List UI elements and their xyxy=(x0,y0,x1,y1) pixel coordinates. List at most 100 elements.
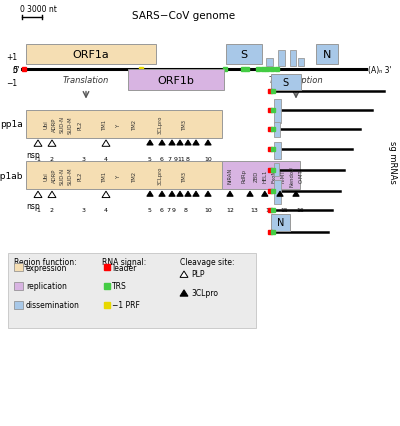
Polygon shape xyxy=(102,141,110,147)
Text: (A)ₙ 3': (A)ₙ 3' xyxy=(368,66,392,75)
Polygon shape xyxy=(34,192,42,198)
Text: 2: 2 xyxy=(50,207,54,213)
Text: TM2: TM2 xyxy=(132,119,136,130)
Text: TRS: TRS xyxy=(112,282,127,291)
Polygon shape xyxy=(193,141,199,146)
Text: nsp: nsp xyxy=(26,150,40,159)
Polygon shape xyxy=(180,271,188,278)
Polygon shape xyxy=(193,192,199,197)
Bar xyxy=(14,301,23,309)
Polygon shape xyxy=(262,192,268,197)
Text: 13: 13 xyxy=(250,207,258,213)
Bar xyxy=(274,181,281,204)
Polygon shape xyxy=(48,192,56,198)
Text: 5: 5 xyxy=(148,207,152,213)
Polygon shape xyxy=(147,141,153,146)
Text: dissemination: dissemination xyxy=(26,300,80,310)
Text: Y: Y xyxy=(116,174,120,177)
Text: 10: 10 xyxy=(204,207,212,213)
Text: N: N xyxy=(323,50,331,60)
Text: −1 PRF: −1 PRF xyxy=(112,300,140,310)
Text: pp1ab: pp1ab xyxy=(0,171,23,180)
Polygon shape xyxy=(205,192,211,197)
Text: 1: 1 xyxy=(36,156,40,161)
Polygon shape xyxy=(180,290,188,296)
Polygon shape xyxy=(169,141,175,146)
Text: S: S xyxy=(283,78,289,88)
Text: 3CLpro: 3CLpro xyxy=(191,288,218,298)
Text: N-MT: N-MT xyxy=(280,169,285,182)
Text: TM3: TM3 xyxy=(182,170,186,181)
Text: 2: 2 xyxy=(50,156,54,161)
Bar xyxy=(290,51,296,67)
Text: leader: leader xyxy=(112,263,137,272)
Bar xyxy=(26,162,222,190)
Text: Y: Y xyxy=(116,123,120,126)
Polygon shape xyxy=(147,192,153,197)
Text: 8: 8 xyxy=(183,207,187,213)
Polygon shape xyxy=(185,141,191,146)
Text: 11: 11 xyxy=(177,156,185,161)
Text: 3CLpro: 3CLpro xyxy=(158,167,162,185)
Polygon shape xyxy=(102,192,110,198)
Text: 10: 10 xyxy=(204,156,212,161)
Text: SUD-M: SUD-M xyxy=(68,167,72,184)
Text: 5': 5' xyxy=(13,66,21,75)
Text: pp1a: pp1a xyxy=(0,120,23,129)
Text: 15: 15 xyxy=(280,207,288,213)
Bar xyxy=(26,111,222,138)
Bar xyxy=(14,282,23,290)
Text: TM2: TM2 xyxy=(132,170,136,181)
Bar xyxy=(14,264,23,271)
Text: expression: expression xyxy=(26,263,67,272)
Bar xyxy=(226,45,262,65)
Text: 5: 5 xyxy=(148,156,152,161)
Bar xyxy=(266,59,273,67)
Text: Ubl: Ubl xyxy=(44,120,48,129)
Text: HEL1: HEL1 xyxy=(262,169,267,182)
Text: replication: replication xyxy=(26,282,67,291)
Text: O-MT: O-MT xyxy=(298,169,303,183)
Polygon shape xyxy=(159,192,165,197)
Polygon shape xyxy=(227,192,233,197)
Bar xyxy=(274,100,281,124)
Text: 12: 12 xyxy=(226,207,234,213)
Text: 14: 14 xyxy=(265,207,273,213)
Text: RNA signal:: RNA signal: xyxy=(102,258,146,267)
Text: −1: −1 xyxy=(6,78,18,88)
Text: 7: 7 xyxy=(168,156,172,161)
Polygon shape xyxy=(247,192,253,197)
Text: 3CLpro: 3CLpro xyxy=(158,115,162,134)
Text: 3: 3 xyxy=(82,156,86,161)
Text: 4: 4 xyxy=(104,207,108,213)
Text: ADRP: ADRP xyxy=(52,169,56,183)
Polygon shape xyxy=(177,141,183,146)
Text: ExoN: ExoN xyxy=(272,169,276,182)
Bar xyxy=(278,51,285,67)
Bar xyxy=(274,142,281,159)
Text: 16: 16 xyxy=(296,207,304,213)
Text: 9: 9 xyxy=(173,156,177,161)
Text: TM1: TM1 xyxy=(102,170,106,181)
Text: 1: 1 xyxy=(36,207,40,213)
Text: SUD-N: SUD-N xyxy=(60,167,64,184)
Text: sg mRNAs: sg mRNAs xyxy=(388,141,396,183)
Text: S: S xyxy=(240,50,248,60)
Polygon shape xyxy=(169,192,175,197)
Text: 9: 9 xyxy=(172,207,176,213)
Bar xyxy=(271,75,301,91)
Bar xyxy=(26,45,156,65)
Polygon shape xyxy=(159,141,165,146)
Bar xyxy=(274,123,280,138)
Text: SUD-M: SUD-M xyxy=(68,116,72,133)
Text: PL2: PL2 xyxy=(78,171,82,180)
Text: 3000 nt: 3000 nt xyxy=(27,5,57,14)
Bar xyxy=(298,59,304,67)
Text: Region function:: Region function: xyxy=(14,258,77,267)
Text: 7: 7 xyxy=(166,207,170,213)
Text: N: N xyxy=(277,218,284,228)
Text: +1: +1 xyxy=(6,53,18,62)
Text: NendoU: NendoU xyxy=(290,165,294,186)
Text: 6: 6 xyxy=(160,156,164,161)
Text: ORF1a: ORF1a xyxy=(73,50,109,60)
